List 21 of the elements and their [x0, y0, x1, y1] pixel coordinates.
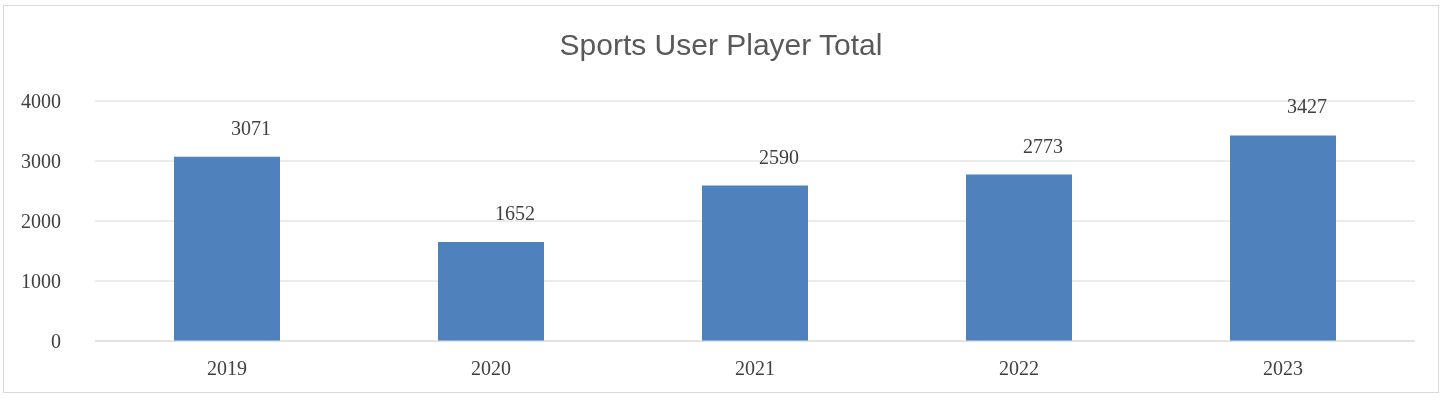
y-tick-label: 3000: [21, 150, 61, 173]
bar: [438, 241, 544, 341]
y-tick-label: 2000: [21, 210, 61, 233]
data-label: 2590: [759, 145, 799, 168]
y-tick-label: 1000: [21, 270, 61, 293]
x-tick-label: 2020: [471, 357, 511, 380]
y-tick-label: 4000: [21, 90, 61, 113]
bar: [174, 156, 280, 341]
bar: [966, 174, 1072, 341]
data-label: 3427: [1287, 95, 1327, 118]
data-label: 2773: [1023, 134, 1063, 157]
y-tick-label: 0: [51, 330, 61, 353]
bar: [1230, 135, 1336, 341]
x-tick-label: 2022: [999, 357, 1039, 380]
x-tick-label: 2023: [1263, 357, 1303, 380]
chart-title: Sports User Player Total: [558, 28, 884, 62]
bar: [702, 185, 808, 341]
data-label: 3071: [231, 116, 271, 139]
x-tick-label: 2019: [207, 357, 247, 380]
data-label: 1652: [495, 201, 535, 224]
x-tick-label: 2021: [735, 357, 775, 380]
